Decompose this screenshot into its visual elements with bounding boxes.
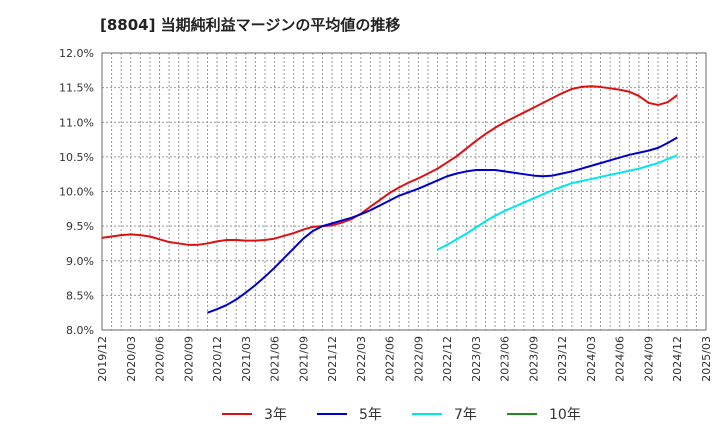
x-tick-label: 2024/03 <box>585 336 598 382</box>
legend-label-7年: 7年 <box>454 407 477 423</box>
y-tick-label: 9.0% <box>66 255 94 268</box>
y-tick-label: 11.0% <box>59 116 94 129</box>
x-tick-label: 2021/03 <box>240 336 253 382</box>
x-tick-label: 2023/12 <box>556 336 569 382</box>
series-line-3年 <box>101 85 678 246</box>
x-tick-label: 2021/09 <box>297 336 310 382</box>
x-tick-label: 2025/03 <box>700 336 713 382</box>
x-tick-label: 2022/06 <box>384 336 397 382</box>
y-tick-label: 10.0% <box>59 186 94 199</box>
y-tick-label: 8.0% <box>66 324 94 337</box>
x-tick-label: 2021/06 <box>269 336 282 382</box>
legend-label-10年: 10年 <box>549 407 581 423</box>
x-tick-label: 2022/03 <box>355 336 368 382</box>
x-tick-label: 2022/09 <box>412 336 425 382</box>
x-tick-label: 2019/12 <box>96 336 109 382</box>
x-tick-label: 2024/06 <box>614 336 627 382</box>
y-tick-label: 8.5% <box>66 289 94 302</box>
y-tick-label: 11.5% <box>59 82 94 95</box>
legend-label-3年: 3年 <box>264 407 287 423</box>
x-tick-label: 2024/09 <box>642 336 655 382</box>
x-tick-label: 2020/06 <box>154 336 167 382</box>
x-tick-label: 2024/12 <box>671 336 684 382</box>
chart-title: [8804] 当期純利益マージンの平均値の推移 <box>100 16 401 34</box>
series-line-7年 <box>437 154 678 251</box>
plot-frame <box>101 52 707 331</box>
x-tick-label: 2020/12 <box>211 336 224 382</box>
y-tick-label: 10.5% <box>59 151 94 164</box>
series-line-5年 <box>207 136 678 314</box>
x-tick-label: 2023/06 <box>499 336 512 382</box>
x-tick-label: 2020/09 <box>182 336 195 382</box>
x-tick-label: 2023/09 <box>527 336 540 382</box>
x-tick-label: 2021/12 <box>326 336 339 382</box>
x-tick-label: 2020/03 <box>125 336 138 382</box>
x-tick-label: 2022/12 <box>441 336 454 382</box>
x-tick-label: 2023/03 <box>470 336 483 382</box>
y-tick-label: 9.5% <box>66 220 94 233</box>
y-tick-label: 12.0% <box>59 47 94 60</box>
legend-label-5年: 5年 <box>359 407 382 423</box>
